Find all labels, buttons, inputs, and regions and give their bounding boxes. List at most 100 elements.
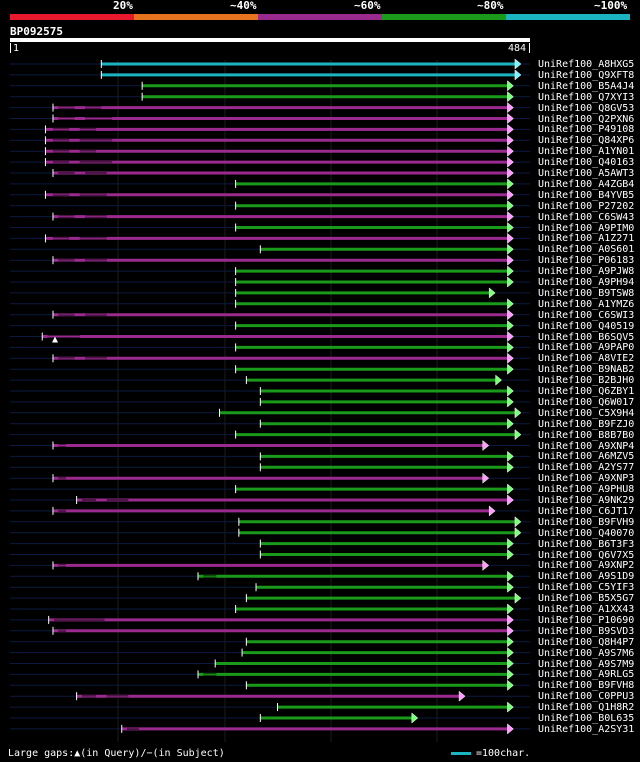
hit-label[interactable]: UniRef100_Q7XYI3: [538, 91, 635, 103]
hit-label[interactable]: UniRef100_Q6W017: [538, 396, 635, 408]
hit-label[interactable]: UniRef100_A8VIE2: [538, 353, 635, 365]
hit-label[interactable]: UniRef100_B9TSW8: [538, 287, 635, 299]
hit-label[interactable]: UniRef100_B9NAB2: [538, 364, 635, 376]
legend-label-40: ~40%: [230, 0, 257, 12]
hit-label[interactable]: UniRef100_A2SY31: [538, 723, 635, 735]
hit-label[interactable]: UniRef100_A9PAP0: [538, 342, 635, 354]
hit-label[interactable]: UniRef100_C5X9H4: [538, 407, 635, 419]
hit-label[interactable]: UniRef100_A9S7M9: [538, 658, 635, 670]
hit-label[interactable]: UniRef100_A9PHU8: [538, 484, 635, 496]
hit-label[interactable]: UniRef100_A2YS77: [538, 462, 635, 474]
hit-label[interactable]: UniRef100_C6SW43: [538, 211, 635, 223]
hit-label[interactable]: UniRef100_Q9XFT8: [538, 69, 635, 81]
hit-label[interactable]: UniRef100_B9FZJ0: [538, 418, 635, 430]
hit-arrow: [411, 712, 419, 724]
hit-arrow: [507, 80, 514, 92]
query-id: BP092575: [10, 25, 63, 38]
hit-arrow: [507, 211, 514, 223]
hit-label[interactable]: UniRef100_B8B7B0: [538, 429, 635, 441]
hit-label[interactable]: UniRef100_Q84XP6: [538, 135, 635, 147]
hit-label[interactable]: UniRef100_C5YIF3: [538, 582, 635, 594]
hit-label[interactable]: UniRef100_A9XNP4: [538, 440, 635, 452]
hit-label[interactable]: UniRef100_C0PPU3: [538, 691, 635, 703]
hit-arrow: [514, 69, 522, 81]
hit-arrow: [514, 429, 522, 441]
hit-label[interactable]: UniRef100_Q6ZBY1: [538, 386, 635, 397]
hit-label[interactable]: UniRef100_A0S601: [538, 244, 635, 256]
hit-label[interactable]: UniRef100_C6JT17: [538, 505, 635, 517]
hit-label[interactable]: UniRef100_B9FVH8: [538, 680, 635, 692]
hit-arrow: [514, 592, 522, 604]
hit-label[interactable]: UniRef100_A1Z271: [538, 233, 635, 245]
legend-swatch-40: [134, 14, 258, 20]
hit-arrow: [507, 418, 514, 430]
hit-label[interactable]: UniRef100_Q40163: [538, 157, 635, 169]
hit-label[interactable]: UniRef100_Q40519: [538, 320, 635, 332]
legend-label-100: ~100%: [594, 0, 628, 12]
hit-label[interactable]: UniRef100_A8HXG5: [538, 59, 635, 70]
query-gap-marker: [52, 336, 58, 343]
hit-label[interactable]: UniRef100_B9SVD3: [538, 625, 635, 637]
hit-label[interactable]: UniRef100_A9XNP3: [538, 473, 635, 485]
hit-label[interactable]: UniRef100_B4YVB5: [538, 189, 635, 201]
hit-arrow: [482, 439, 490, 452]
hit-arrow: [507, 200, 514, 212]
hit-label[interactable]: UniRef100_C6SWI3: [538, 309, 635, 321]
hit-label[interactable]: UniRef100_B5X5G7: [538, 593, 635, 605]
hit-label[interactable]: UniRef100_A4ZGB4: [538, 178, 635, 190]
legend-label-60: ~60%: [354, 0, 381, 12]
hit-label[interactable]: UniRef100_P49108: [538, 124, 635, 136]
hit-arrow: [488, 287, 496, 299]
query-start-tick: [10, 43, 11, 53]
query-start-label: 1: [13, 43, 20, 54]
legend-label-80: ~80%: [477, 0, 504, 12]
hit-arrow: [458, 690, 466, 702]
hit-label[interactable]: UniRef100_A9PH94: [538, 277, 635, 288]
hit-arrow: [507, 581, 514, 593]
hit-label[interactable]: UniRef100_A6MZV5: [538, 451, 635, 463]
hit-arrow: [507, 112, 514, 125]
hit-arrow: [507, 679, 514, 691]
hit-arrow: [482, 559, 490, 571]
hit-arrow: [482, 472, 490, 484]
gap-legend: Large gaps:▲(in Query)/−(in Subject): [8, 748, 225, 759]
hit-label[interactable]: UniRef100_A9PJW8: [538, 266, 635, 278]
hit-label[interactable]: UniRef100_A5AWT3: [538, 168, 635, 179]
hit-label[interactable]: UniRef100_A1YMZ6: [538, 298, 635, 310]
hit-arrow: [507, 647, 514, 659]
hit-label[interactable]: UniRef100_A9XNP2: [538, 560, 635, 572]
hit-label[interactable]: UniRef100_B2BJH0: [538, 375, 635, 387]
hit-label[interactable]: UniRef100_B6T3F3: [538, 538, 635, 550]
hit-label[interactable]: UniRef100_A9NK29: [538, 495, 635, 506]
hit-arrow: [507, 254, 514, 266]
hit-label[interactable]: UniRef100_B0L635: [538, 713, 635, 724]
hit-label[interactable]: UniRef100_B5A4J4: [538, 80, 635, 92]
scale-legend: =100char.: [476, 748, 531, 759]
hit-arrow: [507, 668, 514, 680]
hit-label[interactable]: UniRef100_Q40070: [538, 527, 635, 539]
hit-label[interactable]: UniRef100_Q8GV53: [538, 102, 635, 114]
hit-label[interactable]: UniRef100_Q2PXN6: [538, 113, 635, 125]
hit-label[interactable]: UniRef100_Q1H8R2: [538, 702, 635, 714]
hit-label[interactable]: UniRef100_A9RLG5: [538, 669, 635, 681]
hit-label[interactable]: UniRef100_B6SQV5: [538, 331, 635, 343]
hit-label[interactable]: UniRef100_B9FVH9: [538, 516, 635, 528]
legend-swatch-80: [382, 14, 506, 20]
hit-label[interactable]: UniRef100_Q6V7X5: [538, 549, 635, 561]
hit-arrow: [507, 494, 514, 506]
hit-label[interactable]: UniRef100_A9S1D9: [538, 571, 635, 583]
hit-label[interactable]: UniRef100_P27202: [538, 200, 635, 212]
hit-label[interactable]: UniRef100_A9S7M6: [538, 647, 635, 659]
hit-label[interactable]: UniRef100_A1XX43: [538, 604, 635, 615]
hit-arrow: [488, 505, 496, 517]
hit-label[interactable]: UniRef100_A9PIM0: [538, 222, 635, 234]
hit-arrow: [507, 625, 514, 637]
hit-arrow: [507, 396, 514, 408]
hit-arrow: [507, 723, 514, 735]
identity-color-legend: 20% ~40% ~60% ~80% ~100%: [0, 0, 640, 24]
hit-label[interactable]: UniRef100_A1YN01: [538, 146, 635, 158]
hit-label[interactable]: UniRef100_Q8H4P7: [538, 636, 635, 648]
hit-label[interactable]: UniRef100_P06183: [538, 255, 635, 267]
hit-label[interactable]: UniRef100_P10690: [538, 614, 635, 626]
